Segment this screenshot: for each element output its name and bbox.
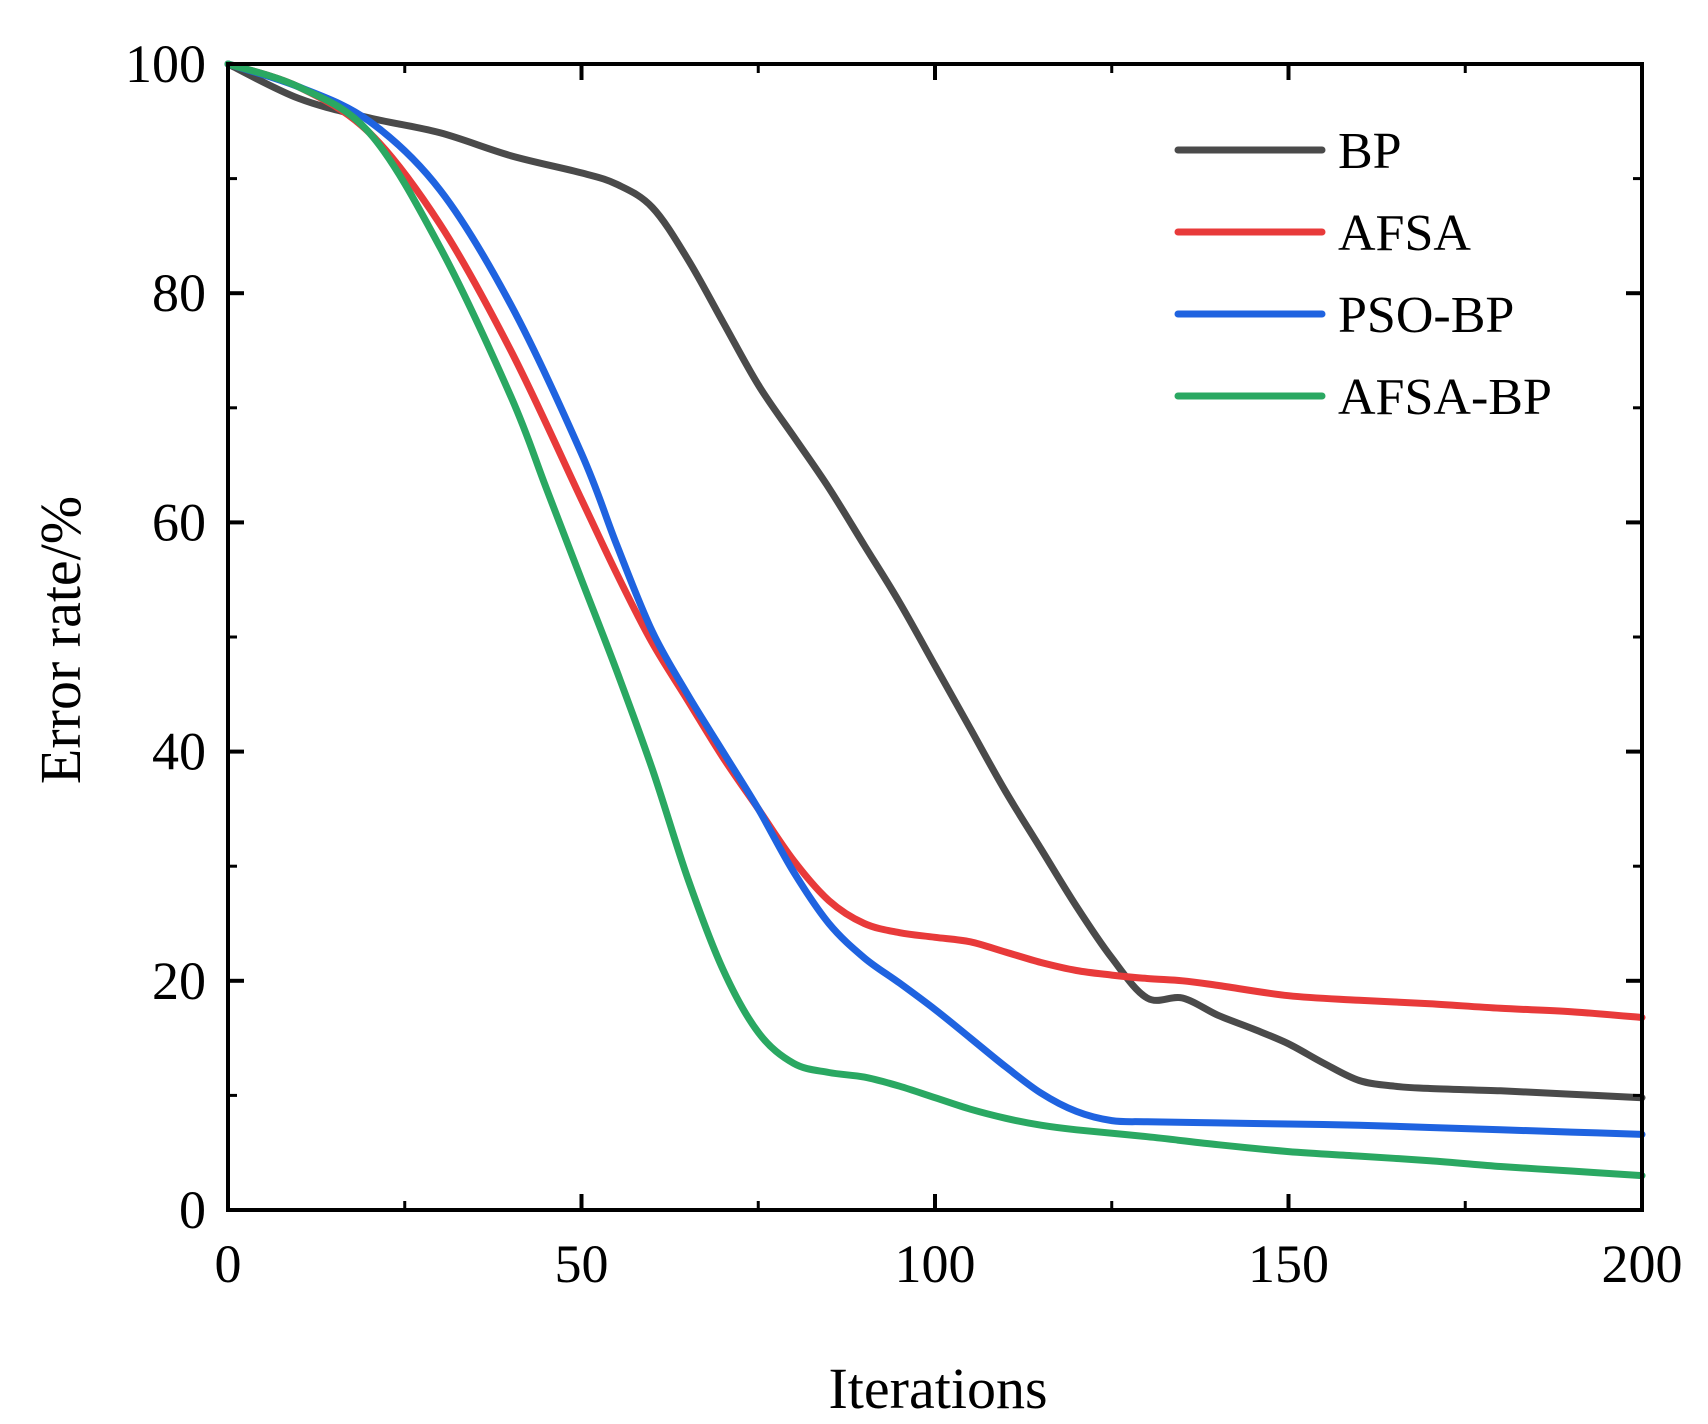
y-tick-label: 40	[152, 722, 206, 782]
series-line-afsa-bp	[224, 60, 1646, 1180]
x-tick-label: 100	[895, 1234, 976, 1294]
y-axis-title: Error rate/%	[28, 496, 93, 784]
series-line-pso-bp	[224, 60, 1646, 1138]
x-tick-label: 0	[215, 1234, 242, 1294]
legend: BP AFSA PSO-BP AFSA-BP	[1174, 123, 1552, 426]
y-tick-label: 60	[152, 492, 206, 552]
x-tick-label: 150	[1248, 1234, 1329, 1294]
legend-label-bp: BP	[1338, 123, 1402, 180]
tick-layer: 0 50 100 150 200 0 20 40 60 80 100	[125, 34, 1683, 1294]
series-layer	[224, 60, 1646, 1180]
x-tick-label: 200	[1602, 1234, 1683, 1294]
x-tick-label: 50	[555, 1234, 609, 1294]
x-axis-title: Iterations	[828, 1356, 1047, 1421]
y-tick-label: 0	[179, 1180, 206, 1240]
series-line-bp	[224, 60, 1646, 1102]
legend-label-pso-bp: PSO-BP	[1338, 287, 1514, 344]
legend-label-afsa: AFSA	[1338, 205, 1471, 262]
legend-label-afsa-bp: AFSA-BP	[1338, 369, 1552, 426]
y-tick-label: 80	[152, 263, 206, 323]
series-line-afsa	[224, 60, 1646, 1021]
y-tick-label: 20	[152, 951, 206, 1011]
y-tick-label: 100	[125, 34, 206, 94]
